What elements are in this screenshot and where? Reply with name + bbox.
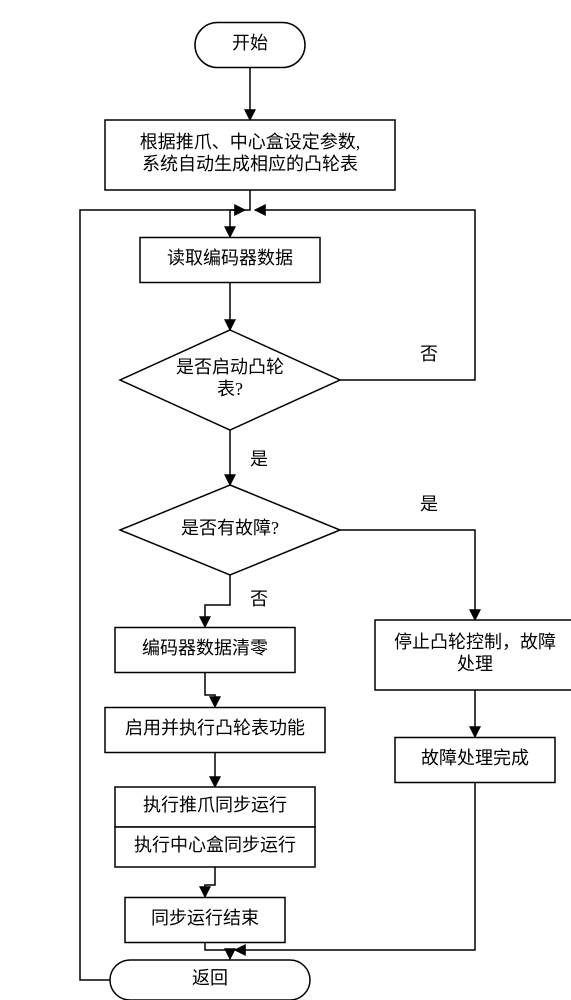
node-label: 返回: [192, 968, 228, 988]
node-label: 同步运行结束: [151, 908, 259, 928]
node-label: 执行推爪同步运行: [143, 795, 287, 815]
edge-label: 否: [420, 344, 438, 364]
node-read: 读取编码器数据: [140, 238, 320, 283]
node-dec_start: 是否启动凸轮表?: [120, 330, 340, 430]
edge: [205, 672, 215, 707]
node-label: 是否启动凸轮: [176, 357, 284, 377]
node-center: 执行中心盒同步运行: [115, 827, 315, 867]
node-ret: 返回: [110, 960, 310, 1000]
node-zero: 编码器数据清零: [115, 628, 295, 673]
node-label: 开始: [232, 33, 268, 53]
node-gen: 根据推爪、中心盒设定参数,系统自动生成相应的凸轮表: [105, 120, 395, 190]
edge-label: 否: [250, 589, 268, 609]
node-stop: 停止凸轮控制，故障处理: [375, 620, 571, 690]
node-label: 启用并执行凸轮表功能: [125, 718, 305, 738]
node-label: 处理: [457, 654, 493, 674]
edge: [205, 575, 230, 627]
node-start: 开始: [195, 23, 305, 68]
nodes: 开始根据推爪、中心盒设定参数,系统自动生成相应的凸轮表读取编码器数据是否启动凸轮…: [105, 23, 571, 1000]
node-label: 故障处理完成: [421, 748, 529, 768]
edge: [230, 190, 250, 237]
edge: [205, 942, 230, 959]
node-label: 表?: [217, 379, 243, 399]
node-push: 执行推爪同步运行: [115, 787, 315, 827]
node-fault_done: 故障处理完成: [395, 738, 555, 783]
node-label: 根据推爪、中心盒设定参数,: [140, 132, 361, 152]
edge: [205, 867, 215, 897]
node-exec_cam: 启用并执行凸轮表功能: [105, 708, 325, 753]
node-sync_end: 同步运行结束: [125, 898, 285, 943]
node-label: 停止凸轮控制，故障: [394, 632, 556, 652]
edge: [340, 530, 475, 620]
edge: [255, 210, 475, 380]
node-dec_fault: 是否有故障?: [120, 485, 340, 575]
edge-label: 是: [250, 449, 268, 469]
node-label: 系统自动生成相应的凸轮表: [142, 154, 358, 174]
node-label: 读取编码器数据: [167, 248, 293, 268]
node-label: 编码器数据清零: [142, 638, 268, 658]
edge-label: 是: [420, 494, 438, 514]
node-label: 执行中心盒同步运行: [134, 835, 296, 855]
node-label: 是否有故障?: [181, 518, 279, 538]
